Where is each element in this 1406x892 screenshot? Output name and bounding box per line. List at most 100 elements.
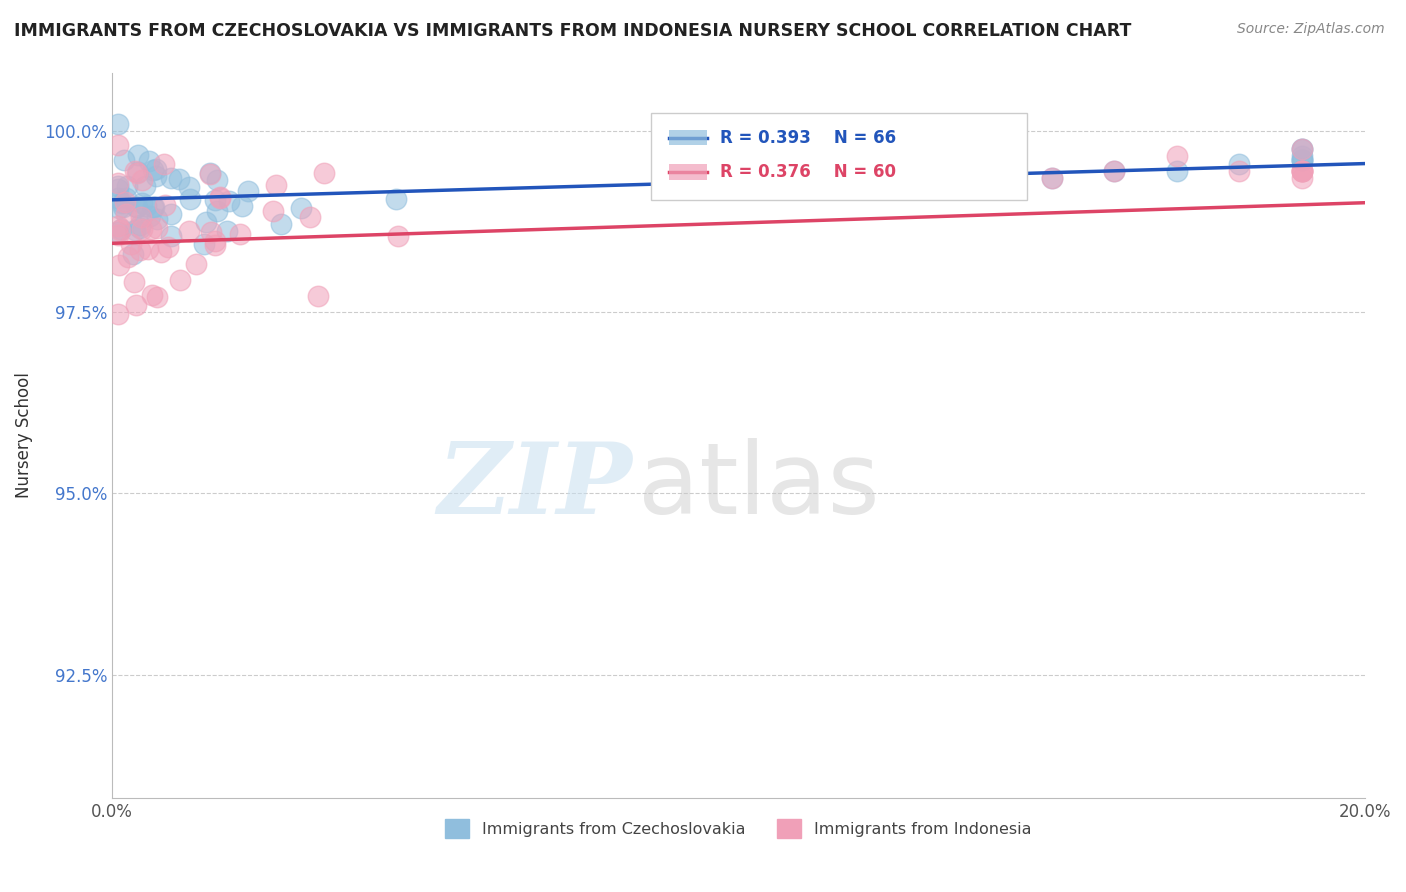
Point xyxy=(145,161,167,176)
Point xyxy=(112,200,135,214)
Point xyxy=(115,178,138,193)
Point xyxy=(107,227,129,242)
Point xyxy=(146,212,169,227)
Point xyxy=(117,250,139,264)
Point xyxy=(1229,156,1251,170)
Point xyxy=(107,117,129,131)
Point xyxy=(264,178,287,192)
Point xyxy=(1291,171,1313,186)
Point xyxy=(141,288,163,302)
Point xyxy=(127,148,149,162)
Point xyxy=(143,200,166,214)
Point xyxy=(1291,164,1313,178)
Point xyxy=(114,195,136,210)
Point xyxy=(298,210,321,224)
Point xyxy=(205,204,228,219)
Point xyxy=(204,237,226,252)
Point xyxy=(125,201,148,215)
Point xyxy=(153,198,176,212)
Point xyxy=(1291,164,1313,178)
Point xyxy=(160,206,183,220)
Point xyxy=(1291,142,1313,156)
Point xyxy=(136,242,159,256)
Text: IMMIGRANTS FROM CZECHOSLOVAKIA VS IMMIGRANTS FROM INDONESIA NURSERY SCHOOL CORRE: IMMIGRANTS FROM CZECHOSLOVAKIA VS IMMIGR… xyxy=(14,22,1132,40)
Point xyxy=(157,240,180,254)
Point xyxy=(177,224,200,238)
Point xyxy=(1102,164,1125,178)
Text: Source: ZipAtlas.com: Source: ZipAtlas.com xyxy=(1237,22,1385,37)
Point xyxy=(129,244,152,258)
Point xyxy=(120,237,142,252)
Point xyxy=(142,200,165,214)
Point xyxy=(107,137,129,152)
Point xyxy=(160,170,183,185)
Point xyxy=(112,153,135,168)
Point xyxy=(169,273,191,287)
Point xyxy=(307,289,329,303)
Bar xyxy=(669,163,707,179)
Point xyxy=(209,191,232,205)
Point xyxy=(208,190,231,204)
Point xyxy=(115,191,138,205)
Point xyxy=(124,223,146,237)
Point xyxy=(159,228,181,243)
Point xyxy=(665,171,688,186)
Point xyxy=(1229,164,1251,178)
Point xyxy=(1040,171,1063,186)
Point xyxy=(1291,164,1313,178)
Point xyxy=(195,215,218,229)
Bar xyxy=(669,129,707,145)
Point xyxy=(179,180,201,194)
Point xyxy=(727,171,749,186)
Point xyxy=(1102,164,1125,178)
Point xyxy=(200,166,222,180)
Point xyxy=(153,157,176,171)
Point xyxy=(124,163,146,178)
Point xyxy=(111,195,134,210)
Point xyxy=(179,192,201,206)
Point xyxy=(270,217,292,231)
Point xyxy=(139,209,162,223)
Point xyxy=(184,257,207,271)
Point xyxy=(977,156,1000,170)
Point xyxy=(238,184,260,198)
Point xyxy=(127,165,149,179)
Point xyxy=(167,172,190,186)
Point xyxy=(215,224,238,238)
Point xyxy=(107,258,129,272)
Text: atlas: atlas xyxy=(638,438,880,534)
Point xyxy=(852,164,875,178)
Point xyxy=(1166,149,1188,163)
Point xyxy=(107,177,129,191)
Point xyxy=(131,221,153,235)
Point xyxy=(146,290,169,304)
Point xyxy=(218,194,240,209)
Point xyxy=(1291,142,1313,156)
Point xyxy=(387,228,409,243)
Point xyxy=(193,237,215,252)
Point xyxy=(125,166,148,180)
Point xyxy=(262,203,284,218)
Point xyxy=(384,192,406,206)
Point xyxy=(915,164,938,178)
Point xyxy=(150,245,173,260)
Text: ZIP: ZIP xyxy=(437,438,631,534)
Point xyxy=(207,173,229,187)
Point xyxy=(107,225,129,239)
Point xyxy=(231,199,253,213)
Point xyxy=(142,162,165,177)
Point xyxy=(727,171,749,186)
Point xyxy=(314,166,336,180)
Point xyxy=(129,218,152,232)
Text: R = 0.393    N = 66: R = 0.393 N = 66 xyxy=(720,129,896,147)
Point xyxy=(1291,153,1313,167)
Point xyxy=(228,227,250,241)
Point xyxy=(852,164,875,178)
Point xyxy=(665,164,688,178)
Point xyxy=(200,167,222,181)
FancyBboxPatch shape xyxy=(651,113,1026,200)
Point xyxy=(110,222,132,236)
Point xyxy=(107,179,129,194)
Point xyxy=(915,164,938,178)
Point xyxy=(977,171,1000,186)
